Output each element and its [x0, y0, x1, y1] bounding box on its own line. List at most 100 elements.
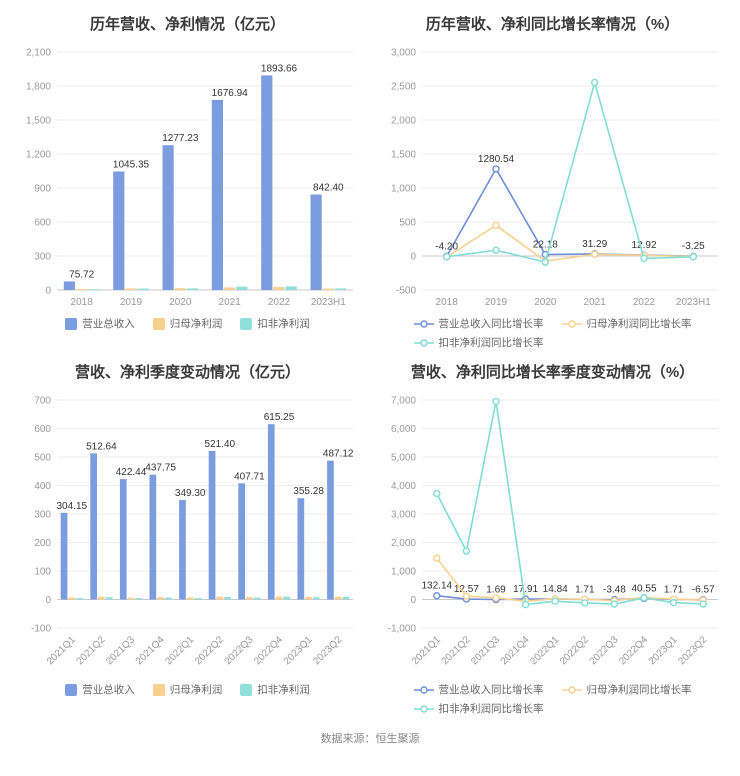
svg-text:1277.23: 1277.23	[162, 133, 199, 144]
svg-text:3,000: 3,000	[390, 510, 415, 521]
svg-text:200: 200	[34, 538, 51, 549]
svg-text:2021Q2: 2021Q2	[74, 634, 107, 667]
svg-text:2022Q1: 2022Q1	[528, 634, 561, 667]
svg-text:2018: 2018	[435, 297, 458, 308]
svg-text:1,000: 1,000	[390, 184, 415, 195]
quarterly-amounts-bar-chart: -10001002003004005006007002021Q12021Q220…	[30, 396, 353, 668]
legend-item[interactable]: 归母净利润同比增长率	[561, 316, 692, 331]
svg-text:500: 500	[34, 453, 51, 464]
chart-cell-quarterly-amounts: 营收、净利季度变动情况（亿元） -100 0 100 200 300 400 500 600 7…	[10, 356, 365, 716]
legend-label: 归母净利润同比增长率	[586, 684, 692, 696]
svg-text:2023Q1: 2023Q1	[646, 634, 679, 667]
legend-line-icon	[561, 319, 582, 328]
legend-label: 归母净利润同比增长率	[586, 318, 692, 330]
quarterly-growth-legend: 营业总收入同比增长率 归母净利润同比增长率扣非净利润同比增长率	[413, 682, 692, 716]
svg-text:1.71: 1.71	[663, 584, 683, 595]
svg-text:1,800: 1,800	[25, 82, 50, 93]
legend-label: 营业总收入同比增长率	[438, 684, 544, 696]
svg-text:0: 0	[410, 595, 416, 606]
svg-text:2023Q2: 2023Q2	[311, 634, 344, 667]
annual-amounts-legend: 营业总收入 归母净利润 扣非净利润	[65, 316, 310, 331]
svg-text:2021Q1: 2021Q1	[44, 634, 77, 667]
svg-text:1.71: 1.71	[575, 584, 595, 595]
annual-growth-legend: 营业总收入同比增长率 归母净利润同比增长率扣非净利润同比增长率	[413, 316, 692, 350]
svg-text:1280.54: 1280.54	[477, 154, 514, 165]
svg-text:700: 700	[34, 396, 51, 407]
chart-cell-annual-growth: 历年营收、净利同比增长率情况（%） -500 0 500 1,000 1,500 2,00…	[375, 8, 730, 350]
svg-text:132.14: 132.14	[421, 581, 452, 592]
svg-text:2021Q2: 2021Q2	[439, 634, 472, 667]
svg-text:2021Q1: 2021Q1	[409, 634, 442, 667]
svg-text:355.28: 355.28	[293, 486, 324, 497]
svg-text:2019: 2019	[119, 297, 142, 308]
legend-line-icon	[561, 685, 582, 694]
legend-item[interactable]: 营业总收入同比增长率	[413, 316, 544, 331]
svg-text:-500: -500	[395, 286, 415, 297]
charts-grid: 历年营收、净利情况（亿元） 0 300 600 900 1,200 1,500 1,800 2…	[10, 8, 730, 716]
svg-text:300: 300	[34, 510, 51, 521]
legend-item[interactable]: 营业总收入	[65, 316, 135, 331]
svg-text:2,000: 2,000	[390, 538, 415, 549]
svg-text:-100: -100	[30, 624, 50, 635]
svg-text:2021: 2021	[583, 297, 606, 308]
legend-item[interactable]: 扣非净利润	[240, 316, 310, 331]
legend-swatch-icon	[240, 683, 253, 696]
svg-text:5,000: 5,000	[390, 453, 415, 464]
legend-row: 营业总收入同比增长率 归母净利润同比增长率	[413, 316, 692, 331]
svg-text:2021Q4: 2021Q4	[133, 634, 166, 667]
legend-label: 扣非净利润同比增长率	[438, 337, 544, 349]
svg-text:6,000: 6,000	[390, 424, 415, 435]
svg-text:2022Q2: 2022Q2	[557, 634, 590, 667]
chart-cell-quarterly-growth: 营收、净利同比增长率季度变动情况（%） -1,000 0 1,000 2,000 3,0…	[375, 356, 730, 716]
svg-text:304.15: 304.15	[56, 501, 87, 512]
legend-label: 扣非净利润同比增长率	[438, 703, 544, 715]
svg-text:2021Q3: 2021Q3	[104, 634, 137, 667]
svg-text:2022Q2: 2022Q2	[192, 634, 225, 667]
svg-text:75.72: 75.72	[69, 269, 94, 280]
svg-text:900: 900	[34, 184, 51, 195]
svg-text:-3.48: -3.48	[603, 585, 626, 596]
legend-label: 营业总收入同比增长率	[438, 318, 544, 330]
legend-row: 营业总收入 归母净利润 扣非净利润	[65, 682, 310, 697]
svg-text:22.18: 22.18	[532, 239, 557, 250]
chart-title-quarterly-growth: 营收、净利同比增长率季度变动情况（%）	[410, 364, 695, 381]
legend-item[interactable]: 归母净利润	[152, 316, 222, 331]
svg-text:12.57: 12.57	[453, 584, 478, 595]
legend-item[interactable]: 扣非净利润	[240, 682, 310, 697]
svg-text:2023Q1: 2023Q1	[281, 634, 314, 667]
legend-row: 营业总收入 归母净利润 扣非净利润	[65, 316, 310, 331]
legend-item[interactable]: 归母净利润	[152, 682, 222, 697]
legend-swatch-icon	[65, 317, 78, 330]
svg-text:31.29: 31.29	[582, 239, 607, 250]
annual-growth-line-chart: -500 0 500 1,000 1,500 2,000 2,500 3,000 2018 201…	[390, 48, 718, 308]
svg-text:2021Q4: 2021Q4	[498, 634, 531, 667]
legend-label: 营业总收入	[82, 684, 135, 696]
data-source-note: 数据来源：恒生聚源	[320, 733, 420, 745]
legend-item[interactable]: 扣非净利润同比增长率	[413, 335, 544, 350]
legend-line-icon	[413, 319, 434, 328]
svg-text:1045.35: 1045.35	[112, 160, 149, 171]
legend-swatch-icon	[152, 317, 165, 330]
legend-line-icon	[413, 338, 434, 347]
svg-text:2022Q4: 2022Q4	[252, 634, 285, 667]
svg-text:2,500: 2,500	[390, 82, 415, 93]
svg-text:2022Q3: 2022Q3	[222, 634, 255, 667]
svg-text:100: 100	[34, 567, 51, 578]
legend-item[interactable]: 营业总收入同比增长率	[413, 682, 544, 697]
chart-title-annual-growth: 历年营收、净利同比增长率情况（%）	[425, 16, 680, 33]
legend-label: 扣非净利润	[257, 318, 310, 330]
legend-item[interactable]: 营业总收入	[65, 682, 135, 697]
svg-text:1676.94: 1676.94	[211, 88, 248, 99]
svg-text:2020: 2020	[169, 297, 192, 308]
svg-text:1893.66: 1893.66	[260, 63, 297, 74]
svg-text:615.25: 615.25	[263, 412, 294, 423]
chart-cell-annual-amounts: 历年营收、净利情况（亿元） 0 300 600 900 1,200 1,500 1,800 2…	[10, 8, 365, 350]
svg-text:2021Q3: 2021Q3	[469, 634, 502, 667]
svg-text:2022Q3: 2022Q3	[587, 634, 620, 667]
svg-text:422.44: 422.44	[115, 467, 146, 478]
legend-item[interactable]: 扣非净利润同比增长率	[413, 701, 544, 716]
legend-line-icon	[413, 704, 434, 713]
svg-text:487.12: 487.12	[322, 449, 353, 460]
chart-title-quarterly-amounts: 营收、净利季度变动情况（亿元）	[74, 364, 300, 381]
legend-item[interactable]: 归母净利润同比增长率	[561, 682, 692, 697]
